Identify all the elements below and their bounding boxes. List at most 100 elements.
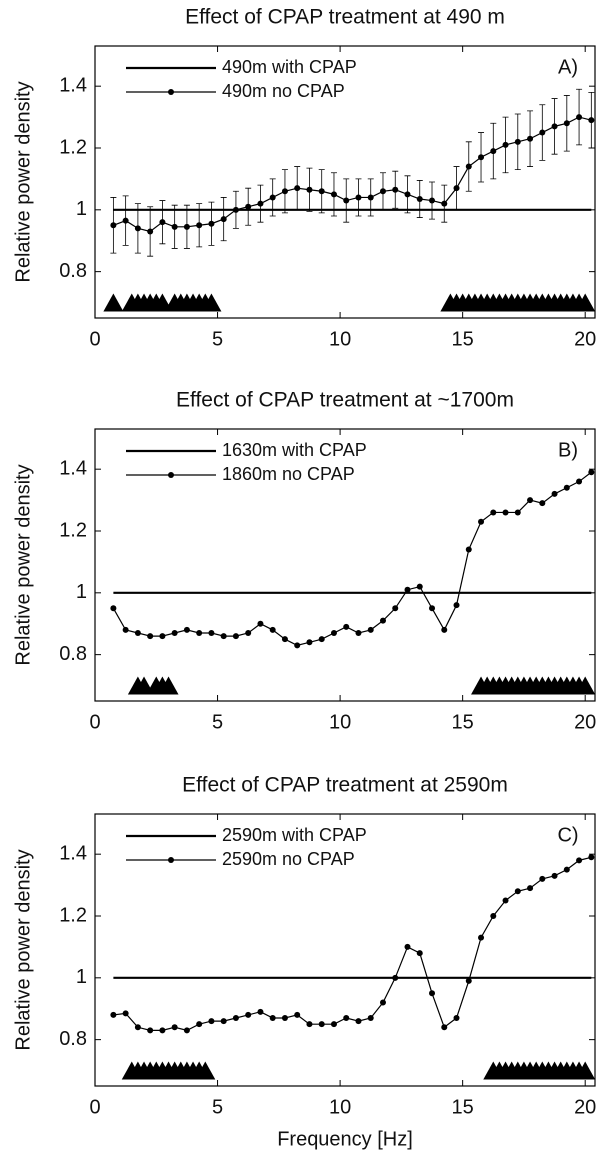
y-tick-label: 1.4 xyxy=(59,74,87,96)
data-point xyxy=(269,626,276,633)
significance-marker xyxy=(575,293,596,312)
data-point xyxy=(318,636,325,643)
data-point xyxy=(306,186,313,193)
data-point xyxy=(588,469,595,476)
data-point xyxy=(588,854,595,861)
significance-marker xyxy=(195,1061,216,1080)
legend-swatch-marker xyxy=(168,857,174,863)
data-point xyxy=(110,1011,117,1018)
data-point xyxy=(416,583,423,590)
data-point xyxy=(453,1015,460,1021)
panel: Effect of CPAP treatment at 2590m Relativ… xyxy=(12,774,596,1151)
data-point xyxy=(245,630,252,636)
y-tick-label: 1.2 xyxy=(59,519,87,541)
data-point xyxy=(208,1018,215,1025)
data-point xyxy=(429,197,436,204)
data-point xyxy=(110,222,117,229)
significance-marker xyxy=(103,293,124,312)
data-point xyxy=(171,223,178,230)
chart-title: Effect of CPAP treatment at 2590m xyxy=(182,774,508,797)
data-point xyxy=(183,1027,190,1034)
data-point xyxy=(367,1015,374,1021)
data-point xyxy=(208,220,215,227)
data-point xyxy=(134,225,141,232)
x-tick-label: 0 xyxy=(89,711,100,733)
data-point xyxy=(306,1021,313,1028)
chart-title: Effect of CPAP treatment at 490 m xyxy=(185,6,505,29)
x-tick-label: 15 xyxy=(452,1096,474,1118)
data-point xyxy=(355,194,362,201)
data-point xyxy=(232,633,239,640)
data-point xyxy=(441,626,448,633)
data-point xyxy=(502,897,509,904)
data-point xyxy=(355,1018,362,1025)
y-tick-label: 1 xyxy=(76,198,87,220)
panel-label: B) xyxy=(558,439,578,461)
y-tick-label: 1 xyxy=(76,581,87,603)
data-point xyxy=(294,1011,301,1018)
data-point xyxy=(147,633,154,640)
data-point xyxy=(404,191,411,198)
significance-marker xyxy=(575,1061,596,1080)
data-point xyxy=(551,872,558,879)
data-point xyxy=(465,546,472,553)
data-point xyxy=(208,630,215,636)
data-point xyxy=(220,216,227,223)
significance-marker xyxy=(158,676,179,695)
data-point xyxy=(122,217,129,224)
data-point xyxy=(502,509,509,516)
data-point xyxy=(441,200,448,207)
y-tick-label: 1 xyxy=(76,966,87,988)
legend-label: 490m no CPAP xyxy=(222,81,345,101)
x-tick-label: 0 xyxy=(89,328,100,350)
data-point xyxy=(171,1024,178,1031)
data-point xyxy=(416,950,423,957)
data-point xyxy=(281,188,288,195)
y-tick-label: 1.4 xyxy=(59,457,87,479)
data-point xyxy=(134,1024,141,1031)
data-point xyxy=(330,191,337,198)
data-point xyxy=(563,484,570,491)
y-tick-label: 0.8 xyxy=(59,1028,87,1050)
data-point xyxy=(539,875,546,882)
data-point xyxy=(343,197,350,204)
data-point xyxy=(551,490,558,497)
series-line xyxy=(113,116,592,233)
data-point xyxy=(527,497,534,504)
data-point xyxy=(453,185,460,192)
data-point xyxy=(514,138,521,145)
data-point xyxy=(453,602,460,609)
data-point xyxy=(527,885,534,892)
y-tick-label: 1.2 xyxy=(59,136,87,158)
data-point xyxy=(159,1027,166,1034)
significance-marker xyxy=(575,676,596,695)
x-tick-label: 5 xyxy=(212,328,223,350)
data-point xyxy=(429,605,436,612)
data-point xyxy=(404,943,411,950)
data-point xyxy=(147,1027,154,1034)
x-tick-label: 20 xyxy=(574,711,596,733)
x-tick-label: 10 xyxy=(329,328,351,350)
y-axis-label: Relative power density xyxy=(12,464,34,665)
y-tick-label: 1.2 xyxy=(59,904,87,926)
data-point xyxy=(502,141,509,148)
y-tick-label: 0.8 xyxy=(59,643,87,665)
data-point xyxy=(232,206,239,213)
data-point xyxy=(257,200,264,207)
data-point xyxy=(196,630,203,636)
data-point xyxy=(330,1021,337,1028)
data-point xyxy=(245,203,252,210)
data-point xyxy=(551,123,558,130)
series-line xyxy=(113,856,592,1031)
data-point xyxy=(514,888,521,895)
data-point xyxy=(563,866,570,873)
data-point xyxy=(429,990,436,997)
legend-swatch-marker xyxy=(168,89,174,95)
data-point xyxy=(367,626,374,633)
data-point xyxy=(269,194,276,201)
data-point xyxy=(147,228,154,235)
legend-label: 2590m with CPAP xyxy=(222,825,367,845)
data-point xyxy=(220,633,227,640)
y-axis-label: Relative power density xyxy=(12,849,34,1050)
